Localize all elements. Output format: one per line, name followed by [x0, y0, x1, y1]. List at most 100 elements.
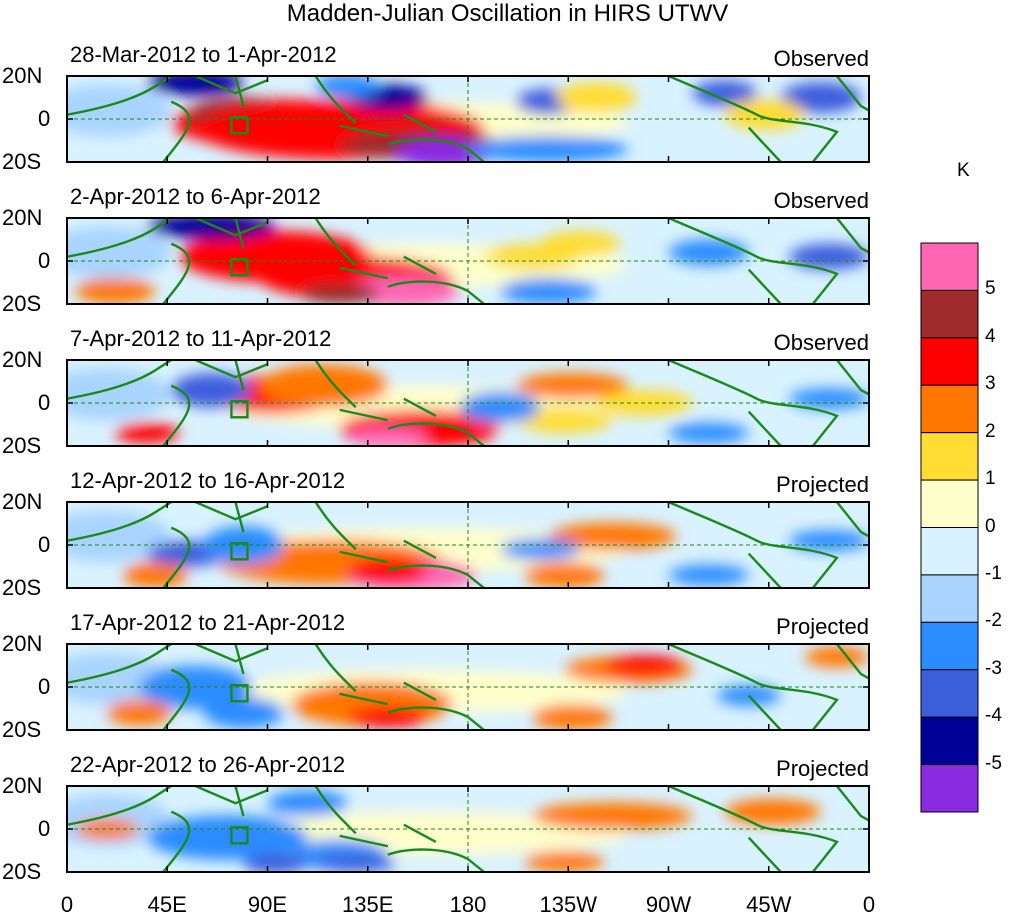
map-panel	[66, 75, 870, 163]
colorbar-tick-label: -5	[985, 752, 1002, 774]
lon-label: 0	[60, 892, 74, 917]
lat-label: 20S	[2, 433, 42, 458]
lat-label: 0	[38, 106, 51, 131]
lon-label: 90E	[247, 892, 288, 917]
panel-status-tag: Observed	[773, 188, 869, 213]
anomaly-blob	[532, 802, 693, 830]
anomaly-blob	[459, 391, 541, 423]
panel-date-range: 7-Apr-2012 to 11-Apr-2012	[70, 326, 332, 351]
panel-date-range: 22-Apr-2012 to 26-Apr-2012	[70, 752, 346, 777]
lat-label: 20S	[2, 291, 42, 316]
anomaly-blob	[107, 699, 172, 726]
lat-label: 20N	[2, 63, 43, 88]
lat-label: 0	[38, 674, 51, 699]
lon-label: 0	[862, 892, 876, 917]
anomaly-blob	[604, 655, 685, 676]
anomaly-blob	[540, 230, 621, 257]
colorbar-tick-label: 0	[985, 515, 996, 537]
anomaly-blob	[516, 407, 613, 434]
anomaly-blob	[299, 283, 380, 304]
map-panel	[66, 785, 870, 873]
anomaly-blob	[668, 422, 749, 444]
coastlines	[67, 502, 869, 588]
panel-status-tag: Projected	[776, 614, 869, 639]
anomaly-blob	[780, 82, 861, 113]
anomaly-blob	[788, 243, 869, 270]
anomaly-blob	[532, 704, 613, 730]
anomaly-blob	[468, 136, 629, 162]
anomaly-blob	[724, 99, 805, 131]
lon-label: 135E	[342, 892, 394, 917]
anomaly-blob	[123, 562, 188, 588]
colorbar-tick-label: -1	[985, 562, 1002, 584]
anomaly-blob	[524, 851, 605, 872]
anomaly-blob	[668, 564, 749, 586]
lon-label: 180	[449, 892, 487, 917]
anomaly-blob	[203, 697, 284, 729]
colorbar-tick-label: -3	[985, 657, 1002, 679]
region-box	[230, 826, 249, 845]
lat-label: 20N	[2, 489, 43, 514]
colorbar-tick-label: 3	[985, 373, 996, 395]
coastlines	[67, 786, 869, 872]
anomaly-blob	[668, 239, 749, 266]
panel-date-range: 12-Apr-2012 to 16-Apr-2012	[70, 468, 346, 493]
panel-status-tag: Observed	[773, 46, 869, 71]
colorbar-tick-label: 4	[985, 325, 996, 347]
lat-label: 20N	[2, 773, 43, 798]
lat-label: 20N	[2, 347, 43, 372]
anomaly-blob	[548, 522, 677, 551]
anomaly-blob	[516, 372, 629, 399]
map-panel	[66, 217, 870, 305]
coastlines	[67, 360, 869, 446]
anomaly-blob	[724, 798, 821, 825]
anomaly-blob	[500, 278, 597, 304]
coastlines	[67, 76, 869, 162]
anomaly-blob	[788, 530, 869, 552]
panel-status-tag: Projected	[776, 756, 869, 781]
anomaly-blob	[524, 562, 605, 588]
anomaly-blob	[500, 538, 581, 560]
map-panel	[66, 643, 870, 731]
lat-label: 20S	[2, 859, 42, 884]
anomaly-blob	[75, 278, 156, 304]
panel-date-range: 2-Apr-2012 to 6-Apr-2012	[70, 184, 321, 209]
map-panel	[66, 359, 870, 447]
coastlines	[67, 644, 869, 730]
colorbar-tick-label: -2	[985, 610, 1002, 632]
panel-status-tag: Projected	[776, 472, 869, 497]
lon-label: 135W	[539, 892, 597, 917]
anomaly-blob	[804, 646, 869, 668]
region-box	[230, 116, 249, 135]
anomaly-blob	[171, 372, 252, 408]
lat-label: 0	[38, 532, 51, 557]
lat-label: 0	[38, 816, 51, 841]
colorbar-tick-label: 1	[985, 468, 996, 490]
anomaly-blob	[267, 790, 348, 817]
anomaly-blob	[147, 218, 276, 240]
lon-label: 45E	[147, 892, 187, 917]
colorbar-tick-label: 5	[985, 278, 996, 300]
anomaly-blob	[243, 853, 308, 872]
anomaly-blob	[347, 427, 428, 446]
anomaly-blob	[315, 854, 396, 872]
lon-label: 90W	[645, 892, 692, 917]
anomaly-blob	[788, 388, 869, 410]
colorbar-tick-label: 2	[985, 420, 996, 442]
region-box	[230, 400, 249, 419]
colorbar-unit: K	[957, 160, 970, 181]
anomaly-blob	[692, 80, 757, 107]
panel-date-range: 28-Mar-2012 to 1-Apr-2012	[70, 42, 337, 67]
anomaly-blob	[259, 364, 388, 408]
lat-label: 0	[38, 248, 51, 273]
region-box	[230, 684, 249, 703]
lat-label: 20N	[2, 631, 43, 656]
anomaly-blob	[556, 82, 637, 113]
colorbar-tick-label: -4	[985, 705, 1002, 727]
coastlines	[67, 218, 869, 304]
anomaly-blob	[115, 422, 180, 444]
anomaly-blob	[147, 815, 308, 860]
lat-label: 20S	[2, 717, 42, 742]
